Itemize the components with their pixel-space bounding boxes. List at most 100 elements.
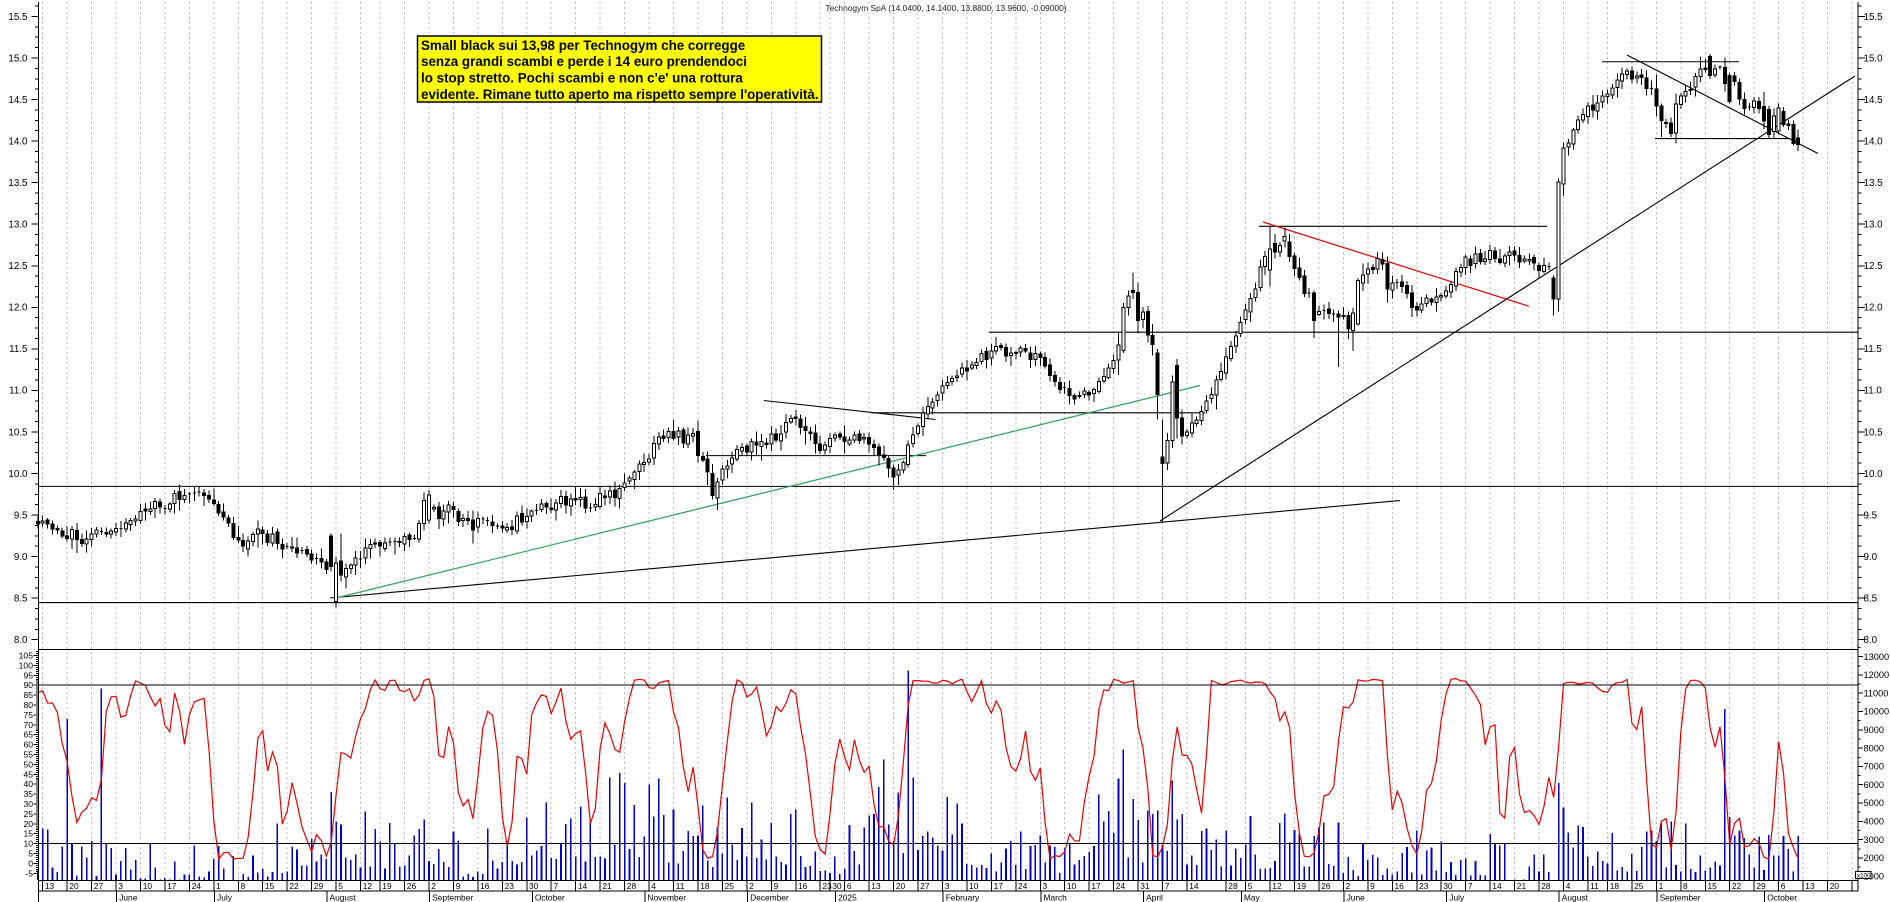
svg-text:9: 9 (774, 881, 779, 891)
svg-text:Small black sui 13,98 per Tech: Small black sui 13,98 per Technogym che … (421, 38, 745, 53)
svg-text:40: 40 (23, 779, 33, 789)
svg-text:25: 25 (23, 809, 33, 819)
svg-text:17: 17 (167, 881, 177, 891)
svg-text:12.5: 12.5 (1864, 261, 1884, 272)
svg-text:12.0: 12.0 (8, 303, 28, 314)
svg-text:95: 95 (23, 670, 33, 680)
svg-text:14.0: 14.0 (1864, 136, 1884, 147)
svg-text:29: 29 (314, 881, 324, 891)
svg-text:10: 10 (969, 881, 979, 891)
svg-text:8: 8 (1683, 881, 1688, 891)
svg-text:27: 27 (920, 881, 930, 891)
svg-text:26: 26 (407, 881, 417, 891)
svg-text:August: August (330, 893, 357, 902)
svg-text:45: 45 (23, 769, 33, 779)
svg-text:8000: 8000 (1864, 743, 1884, 753)
svg-text:February: February (946, 893, 980, 902)
svg-text:April: April (1146, 893, 1163, 902)
svg-text:85: 85 (23, 690, 33, 700)
svg-text:5: 5 (28, 849, 33, 859)
svg-text:July: July (1449, 893, 1465, 902)
svg-text:0: 0 (28, 858, 33, 868)
svg-text:24: 24 (1018, 881, 1028, 891)
svg-text:4: 4 (1566, 881, 1571, 891)
svg-text:60: 60 (23, 740, 33, 750)
svg-text:7: 7 (554, 881, 559, 891)
svg-text:12.5: 12.5 (8, 261, 28, 272)
svg-text:21: 21 (1517, 881, 1527, 891)
svg-text:18: 18 (1610, 881, 1620, 891)
svg-text:50: 50 (23, 759, 33, 769)
svg-text:-5: -5 (25, 868, 33, 878)
svg-text:8: 8 (241, 881, 246, 891)
svg-text:10.5: 10.5 (8, 427, 28, 438)
svg-text:65: 65 (23, 730, 33, 740)
svg-text:75: 75 (23, 710, 33, 720)
svg-text:18: 18 (700, 881, 710, 891)
svg-text:13.5: 13.5 (1864, 178, 1884, 189)
svg-text:8.5: 8.5 (14, 594, 28, 605)
svg-text:10000: 10000 (1864, 707, 1890, 717)
svg-text:13: 13 (871, 881, 881, 891)
svg-text:105: 105 (19, 651, 34, 661)
svg-text:3000: 3000 (1864, 835, 1884, 845)
svg-text:21: 21 (602, 881, 612, 891)
svg-text:23: 23 (822, 881, 832, 891)
svg-text:30: 30 (1443, 881, 1453, 891)
svg-text:15: 15 (1708, 881, 1718, 891)
svg-text:16: 16 (798, 881, 808, 891)
svg-text:August: August (1562, 893, 1589, 902)
svg-text:8.0: 8.0 (14, 635, 28, 646)
svg-text:11: 11 (676, 881, 685, 891)
svg-text:13000: 13000 (1864, 652, 1890, 662)
svg-text:11.5: 11.5 (1864, 344, 1883, 355)
svg-text:9000: 9000 (1864, 725, 1884, 735)
svg-text:19: 19 (382, 881, 392, 891)
svg-text:28: 28 (1228, 881, 1238, 891)
svg-text:11.0: 11.0 (9, 386, 28, 397)
svg-text:14: 14 (1492, 881, 1502, 891)
svg-text:12000: 12000 (1864, 670, 1890, 680)
svg-text:10.0: 10.0 (8, 469, 28, 480)
svg-text:10.0: 10.0 (1864, 469, 1884, 480)
svg-text:September: September (1660, 893, 1701, 902)
svg-text:November: November (647, 893, 686, 902)
svg-text:1: 1 (216, 881, 221, 891)
svg-text:4: 4 (651, 881, 656, 891)
svg-text:6: 6 (1781, 881, 1786, 891)
svg-text:12: 12 (1272, 881, 1282, 891)
svg-text:May: May (1244, 893, 1261, 902)
svg-text:19: 19 (1297, 881, 1307, 891)
svg-text:26: 26 (1321, 881, 1331, 891)
svg-text:30: 30 (23, 799, 33, 809)
svg-text:15.5: 15.5 (1864, 12, 1884, 23)
svg-text:July: July (217, 893, 233, 902)
svg-text:9.5: 9.5 (1864, 510, 1878, 521)
svg-text:September: September (432, 893, 473, 902)
svg-text:1000: 1000 (1864, 871, 1884, 881)
svg-text:24: 24 (1116, 881, 1126, 891)
svg-text:11.5: 11.5 (9, 344, 28, 355)
svg-text:x100: x100 (1857, 872, 1871, 879)
svg-text:13.5: 13.5 (8, 178, 28, 189)
svg-text:October: October (535, 893, 565, 902)
svg-text:15.0: 15.0 (1864, 53, 1884, 64)
svg-text:29: 29 (1756, 881, 1766, 891)
svg-text:11: 11 (1590, 881, 1599, 891)
svg-text:13: 13 (1805, 881, 1815, 891)
svg-text:16: 16 (1395, 881, 1405, 891)
svg-text:13: 13 (45, 881, 55, 891)
svg-text:15.5: 15.5 (8, 12, 28, 23)
svg-text:2000: 2000 (1864, 853, 1884, 863)
svg-text:22: 22 (289, 881, 299, 891)
svg-text:5: 5 (1248, 881, 1253, 891)
svg-text:9.0: 9.0 (14, 552, 28, 563)
svg-text:10: 10 (143, 881, 153, 891)
svg-text:22: 22 (1732, 881, 1742, 891)
svg-text:12.0: 12.0 (1864, 303, 1884, 314)
svg-text:17: 17 (994, 881, 1004, 891)
svg-text:6000: 6000 (1864, 780, 1884, 790)
svg-text:80: 80 (23, 700, 33, 710)
svg-text:2025: 2025 (838, 893, 857, 902)
svg-text:9: 9 (456, 881, 461, 891)
